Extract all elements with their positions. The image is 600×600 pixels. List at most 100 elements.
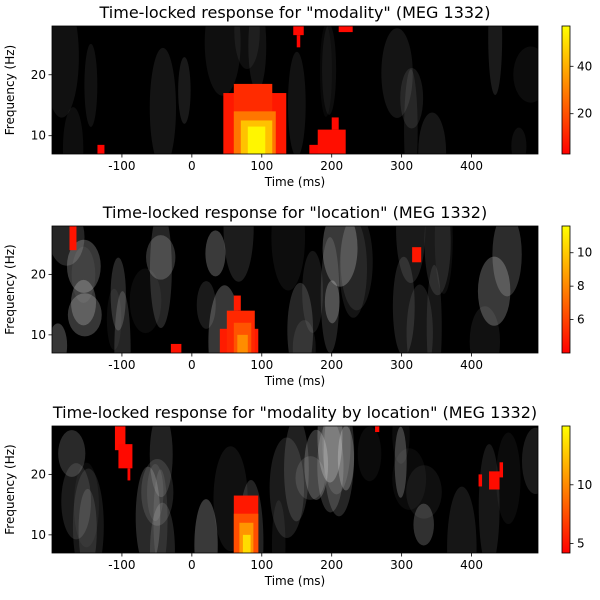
significant-cluster [69, 226, 77, 251]
y-tick-label: 10 [31, 129, 46, 143]
x-axis-label: Time (ms) [264, 574, 326, 588]
colorbar-tick-label: 20 [577, 107, 592, 121]
background-texture [324, 280, 340, 324]
background-texture [357, 426, 382, 482]
background-texture [513, 46, 538, 103]
background-texture [204, 26, 241, 96]
background-texture [488, 26, 503, 95]
background-texture [71, 279, 97, 326]
background-texture [248, 26, 267, 91]
background-texture [447, 486, 477, 553]
x-axis-label: Time (ms) [264, 374, 326, 388]
background-texture [302, 250, 324, 333]
significant-cluster [127, 468, 131, 481]
background-texture [58, 430, 86, 477]
x-tick-label: -100 [108, 558, 135, 572]
significant-cluster [97, 144, 105, 154]
background-texture [129, 268, 162, 334]
background-texture [62, 107, 84, 154]
colorbar-gradient [561, 425, 571, 554]
background-texture [418, 112, 447, 154]
x-tick-label: 400 [460, 159, 483, 173]
background-texture [322, 426, 351, 495]
background-texture [492, 226, 522, 297]
background-texture [400, 67, 424, 129]
background-texture [67, 293, 102, 337]
background-texture [149, 502, 175, 553]
axes-frame [51, 25, 539, 155]
background-texture [320, 237, 340, 353]
x-tick-label: 300 [390, 159, 413, 173]
background-texture [196, 281, 216, 329]
background-texture [381, 28, 413, 118]
background-texture [424, 226, 451, 296]
background-texture [396, 226, 426, 283]
background-texture [521, 427, 538, 495]
background-texture [287, 282, 314, 353]
background-texture [322, 226, 358, 287]
background-texture [413, 503, 434, 546]
significant-cluster [338, 26, 353, 33]
heatmap-background [52, 26, 538, 154]
background-texture [61, 463, 91, 540]
background-texture [404, 69, 418, 154]
background-texture [284, 426, 309, 522]
background-texture [317, 426, 343, 483]
background-texture [147, 464, 164, 522]
background-texture [146, 235, 176, 280]
background-texture [52, 323, 68, 353]
heatmap-cells [58, 426, 538, 553]
colorbar-tick-label: 5 [577, 537, 585, 551]
background-texture [317, 426, 344, 513]
significant-cluster [118, 444, 133, 469]
significant-cluster [114, 426, 126, 451]
y-axis-label: Frequency (Hz) [3, 444, 17, 535]
background-texture [295, 456, 326, 500]
significant-cluster [309, 144, 322, 154]
significant-cluster [247, 126, 266, 154]
x-tick-label: 400 [460, 358, 483, 372]
background-texture [434, 226, 453, 294]
panel-title: Time-locked response for "modality" (MEG… [99, 3, 491, 22]
x-tick-label: 200 [320, 159, 343, 173]
significant-cluster [331, 117, 339, 130]
significant-cluster [293, 26, 304, 36]
colorbar: 6 8 10 [561, 225, 592, 354]
background-texture [392, 448, 427, 510]
significant-cluster [489, 471, 500, 490]
background-texture [149, 47, 177, 154]
significant-cluster [478, 474, 483, 487]
x-tick-label: 100 [250, 558, 273, 572]
background-texture [149, 226, 172, 328]
background-texture [322, 26, 337, 115]
background-texture [269, 437, 305, 539]
y-tick-label: 10 [31, 328, 46, 342]
background-texture [149, 426, 173, 498]
x-tick-label: 300 [390, 558, 413, 572]
background-texture [73, 462, 99, 548]
panel-title: Time-locked response for "modality by lo… [52, 403, 537, 422]
background-texture [110, 257, 126, 331]
background-texture [339, 226, 368, 318]
background-texture [426, 264, 442, 353]
panel-2: -100 0 100 200 300 400 10 20 Time-locked respons… [3, 203, 592, 388]
background-texture [234, 26, 260, 70]
background-texture [477, 256, 511, 326]
background-texture [71, 246, 96, 303]
significant-cluster [233, 295, 241, 311]
background-texture [496, 432, 521, 525]
background-texture [135, 466, 161, 553]
background-texture [178, 57, 191, 124]
y-tick-label: 20 [31, 267, 46, 281]
axes-frame [51, 225, 539, 354]
panel-1: -100 0 100 200 300 400 10 20 Time-locked respons… [3, 3, 592, 189]
colorbar-tick-label: 8 [577, 279, 585, 293]
significant-cluster [317, 129, 346, 154]
background-texture [194, 499, 218, 553]
background-texture [153, 469, 168, 553]
x-tick-label: -100 [108, 358, 135, 372]
background-texture [406, 284, 433, 353]
background-texture [406, 465, 442, 519]
